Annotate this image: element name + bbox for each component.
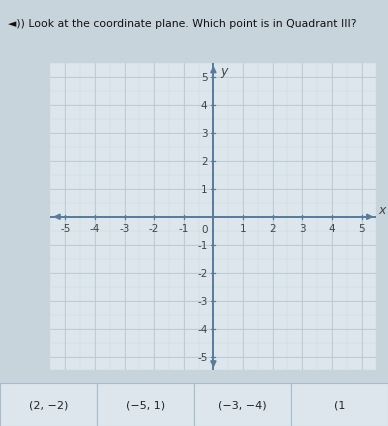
Text: (1: (1 bbox=[334, 400, 345, 410]
Text: -5: -5 bbox=[197, 352, 208, 362]
Text: (−3, −4): (−3, −4) bbox=[218, 400, 267, 410]
Text: 4: 4 bbox=[201, 101, 208, 111]
Text: 4: 4 bbox=[329, 223, 335, 233]
Text: -3: -3 bbox=[120, 223, 130, 233]
Text: (2, −2): (2, −2) bbox=[29, 400, 68, 410]
Text: 5: 5 bbox=[358, 223, 365, 233]
Text: -4: -4 bbox=[90, 223, 100, 233]
Text: -4: -4 bbox=[197, 324, 208, 334]
Text: x: x bbox=[378, 204, 385, 217]
Text: 1: 1 bbox=[240, 223, 246, 233]
Text: 5: 5 bbox=[201, 73, 208, 83]
Text: 3: 3 bbox=[201, 129, 208, 138]
Text: 2: 2 bbox=[269, 223, 276, 233]
Text: -2: -2 bbox=[149, 223, 159, 233]
Text: 2: 2 bbox=[201, 156, 208, 167]
Text: -1: -1 bbox=[178, 223, 189, 233]
Text: 0: 0 bbox=[202, 224, 208, 234]
Text: -5: -5 bbox=[60, 223, 71, 233]
Text: -1: -1 bbox=[197, 240, 208, 250]
Text: -3: -3 bbox=[197, 296, 208, 306]
Text: 3: 3 bbox=[299, 223, 306, 233]
Text: 1: 1 bbox=[201, 184, 208, 194]
Text: (−5, 1): (−5, 1) bbox=[126, 400, 165, 410]
Text: -2: -2 bbox=[197, 268, 208, 278]
Text: y: y bbox=[220, 65, 227, 78]
Text: ◄)) Look at the coordinate plane. Which point is in Quadrant III?: ◄)) Look at the coordinate plane. Which … bbox=[8, 19, 356, 29]
